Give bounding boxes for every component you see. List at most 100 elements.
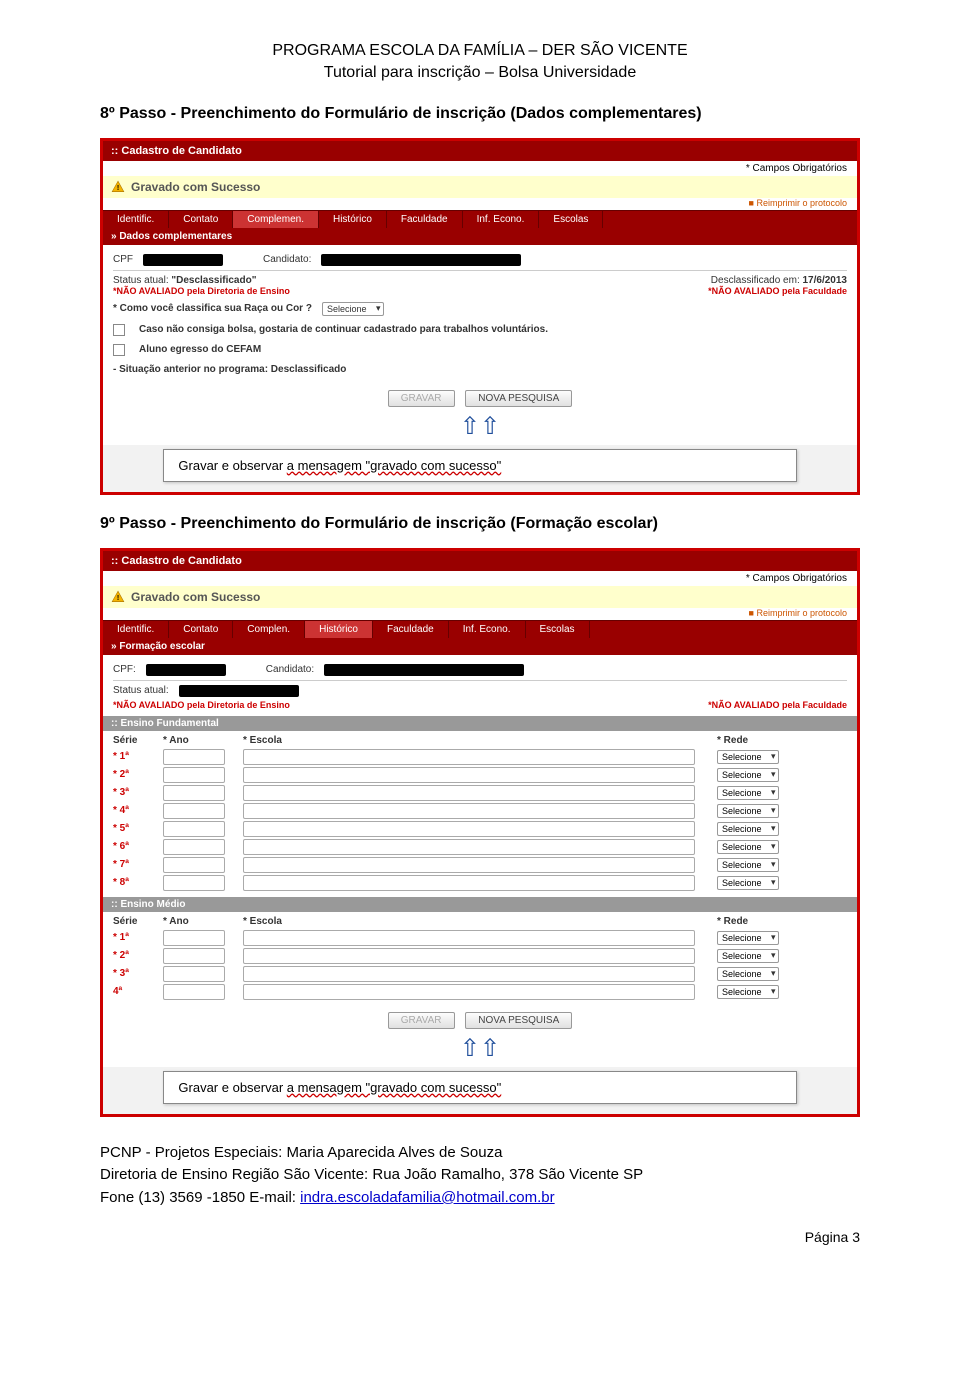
ano-input[interactable]: [163, 966, 225, 982]
ano-input[interactable]: [163, 875, 225, 891]
ano-input[interactable]: [163, 749, 225, 765]
escola-input[interactable]: [243, 857, 695, 873]
rede-select[interactable]: Selecione: [717, 750, 779, 764]
tab-faculdade[interactable]: Faculdade: [387, 211, 463, 228]
table-row: * 5ªSelecione: [113, 821, 847, 837]
cpf-label-2: CPF:: [113, 664, 136, 675]
rede-select[interactable]: Selecione: [717, 858, 779, 872]
tab-identific[interactable]: Identific.: [103, 211, 169, 228]
reimprimir-link-2[interactable]: Reimprimir o protocolo: [756, 608, 847, 618]
gravar-button-2[interactable]: GRAVAR: [388, 1012, 455, 1029]
escola-input[interactable]: [243, 839, 695, 855]
ano-input[interactable]: [163, 839, 225, 855]
table-row: * 1ª Selecione: [113, 749, 847, 765]
rede-select[interactable]: Selecione: [717, 985, 779, 999]
success-banner: ! Gravado com Sucesso: [103, 176, 857, 198]
arrow-up-icon-2: ⇧⇧: [460, 1037, 500, 1061]
table-row: 4ª Selecione: [113, 984, 847, 1000]
document-header: PROGRAMA ESCOLA DA FAMÍLIA – DER SÃO VIC…: [100, 40, 860, 85]
table-row: * 3ª Selecione: [113, 785, 847, 801]
tab-faculdade[interactable]: Faculdade: [373, 621, 449, 638]
escola-input[interactable]: [243, 785, 695, 801]
escola-input[interactable]: [243, 984, 695, 1000]
ano-input[interactable]: [163, 984, 225, 1000]
ano-input[interactable]: [163, 767, 225, 783]
rede-select[interactable]: Selecione: [717, 786, 779, 800]
ano-input[interactable]: [163, 821, 225, 837]
escola-input[interactable]: [243, 749, 695, 765]
serie-cell: * 6ª: [113, 841, 163, 852]
escola-input[interactable]: [243, 821, 695, 837]
nova-pesquisa-button[interactable]: NOVA PESQUISA: [465, 390, 572, 407]
serie-cell: * 2ª: [113, 769, 163, 780]
ano-input[interactable]: [163, 930, 225, 946]
raca-select[interactable]: Selecione: [322, 302, 384, 316]
tab-infecono[interactable]: Inf. Econo.: [463, 211, 540, 228]
escola-input[interactable]: [243, 875, 695, 891]
rede-select[interactable]: Selecione: [717, 768, 779, 782]
escola-input[interactable]: [243, 803, 695, 819]
status-redacted: [179, 685, 299, 697]
step9-screenshot: :: Cadastro de Candidato * Campos Obriga…: [100, 548, 860, 1117]
tab-historico[interactable]: Histórico: [319, 211, 387, 228]
candidato-redacted-2: [324, 664, 524, 676]
ano-input[interactable]: [163, 857, 225, 873]
escola-input[interactable]: [243, 767, 695, 783]
rede-select[interactable]: Selecione: [717, 876, 779, 890]
serie-cell: * 2ª: [113, 950, 163, 961]
cpf-redacted-2: [146, 664, 226, 676]
tab-complemen[interactable]: Complemen.: [233, 211, 319, 228]
step8-screenshot: :: Cadastro de Candidato * Campos Obriga…: [100, 138, 860, 495]
tabs-row-2: Identific. Contato Complen. Histórico Fa…: [103, 620, 857, 638]
rede-select[interactable]: Selecione: [717, 931, 779, 945]
cpf-label: CPF: [113, 254, 133, 265]
serie-cell: * 7ª: [113, 859, 163, 870]
tab-infecono[interactable]: Inf. Econo.: [449, 621, 526, 638]
rede-select[interactable]: Selecione: [717, 822, 779, 836]
arrow-up-icon: ⇧⇧: [460, 415, 500, 439]
rede-select[interactable]: Selecione: [717, 949, 779, 963]
bolsa-text: Caso não consiga bolsa, gostaria de cont…: [139, 324, 548, 335]
serie-cell: * 1ª: [113, 751, 163, 762]
svg-text:!: !: [117, 595, 119, 602]
fundamental-header: :: Ensino Fundamental: [103, 716, 857, 731]
tab-contato[interactable]: Contato: [169, 211, 233, 228]
rede-select[interactable]: Selecione: [717, 840, 779, 854]
success-banner-2: ! Gravado com Sucesso: [103, 586, 857, 608]
cpf-redacted: [143, 254, 223, 266]
reimprimir-link[interactable]: Reimprimir o protocolo: [756, 198, 847, 208]
tab-historico[interactable]: Histórico: [305, 621, 373, 638]
tab-escolas[interactable]: Escolas: [526, 621, 590, 638]
header-line1: PROGRAMA ESCOLA DA FAMÍLIA – DER SÃO VIC…: [100, 40, 860, 62]
fundamental-table: Série * Ano * Escola * Rede * 1ªSelecion…: [103, 731, 857, 897]
gravar-button[interactable]: GRAVAR: [388, 390, 455, 407]
tab-identific[interactable]: Identific.: [103, 621, 169, 638]
escola-input[interactable]: [243, 966, 695, 982]
ano-input[interactable]: [163, 785, 225, 801]
warning-icon: !: [111, 180, 125, 194]
footer-line3: Fone (13) 3569 -1850 E-mail: indra.escol…: [100, 1187, 860, 1210]
ano-input[interactable]: [163, 948, 225, 964]
cefam-checkbox[interactable]: [113, 344, 125, 356]
raca-label: * Como você classifica sua Raça ou Cor ?: [113, 303, 312, 314]
rede-select[interactable]: Selecione: [717, 804, 779, 818]
bolsa-checkbox[interactable]: [113, 324, 125, 336]
tab-contato[interactable]: Contato: [169, 621, 233, 638]
campos-obrig-2: * Campos Obrigatórios: [103, 571, 857, 586]
serie-cell: * 3ª: [113, 787, 163, 798]
callout-message-2: Gravar e observar a mensagem "gravado co…: [163, 1071, 796, 1104]
footer-email[interactable]: indra.escoladafamilia@hotmail.com.br: [300, 1189, 555, 1206]
table-row: * 2ª Selecione: [113, 948, 847, 964]
section-formacao: » Formação escolar: [103, 638, 857, 655]
ano-input[interactable]: [163, 803, 225, 819]
escola-input[interactable]: [243, 930, 695, 946]
tab-escolas[interactable]: Escolas: [539, 211, 603, 228]
nova-pesquisa-button-2[interactable]: NOVA PESQUISA: [465, 1012, 572, 1029]
table-row: * 7ª Selecione: [113, 857, 847, 873]
table-row: * 8ªSelecione: [113, 875, 847, 891]
serie-cell: 4ª: [113, 986, 163, 997]
escola-input[interactable]: [243, 948, 695, 964]
tab-complen[interactable]: Complen.: [233, 621, 305, 638]
rede-select[interactable]: Selecione: [717, 967, 779, 981]
table-row: * 6ª Selecione: [113, 839, 847, 855]
